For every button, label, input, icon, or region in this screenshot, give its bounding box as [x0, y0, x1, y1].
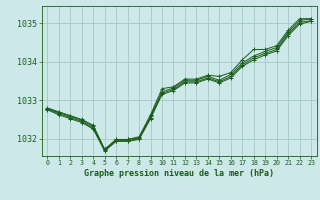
X-axis label: Graphe pression niveau de la mer (hPa): Graphe pression niveau de la mer (hPa) [84, 169, 274, 178]
